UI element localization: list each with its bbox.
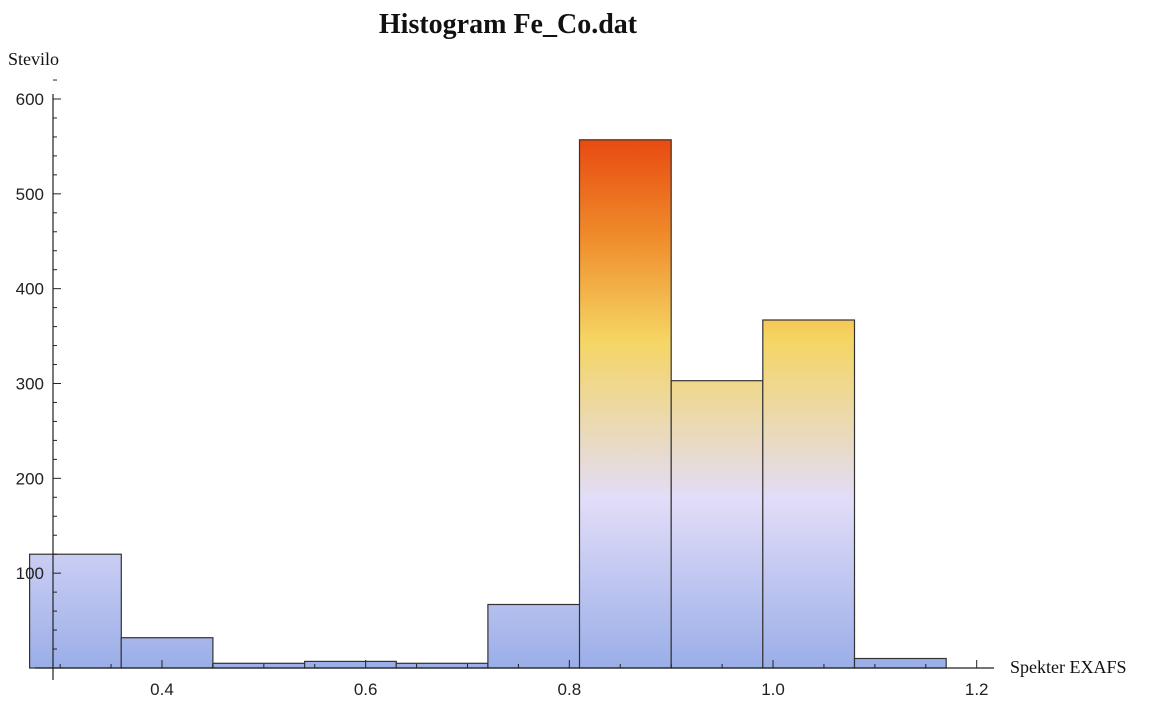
y-tick-label: 200 xyxy=(16,469,44,488)
x-tick-label: 1.2 xyxy=(965,680,989,699)
histogram-bar-2 xyxy=(120,637,214,669)
y-tick-label: 600 xyxy=(16,90,44,109)
x-tick-label: 0.6 xyxy=(354,680,378,699)
ticks-group: 0.4 0.6 0.8 1.0 1.2 100 200 300 400 500 600 xyxy=(16,79,989,699)
x-axis-label: Spekter EXAFS xyxy=(1010,657,1127,677)
y-tick-label: 300 xyxy=(16,375,44,394)
histogram-bar-3 xyxy=(212,662,306,669)
y-tick-label: 100 xyxy=(16,564,44,583)
histogram-bar-6 xyxy=(487,603,581,669)
y-tick-label: 500 xyxy=(16,185,44,204)
y-tick-label: 400 xyxy=(16,280,44,299)
histogram-bar-4 xyxy=(304,660,397,669)
histogram-bar-8 xyxy=(670,380,764,669)
x-tick-label: 0.8 xyxy=(558,680,582,699)
histogram-bar-5 xyxy=(395,662,489,669)
chart-title: Histogram Fe_Co.dat xyxy=(379,9,638,40)
histogram-bar-1 xyxy=(29,553,122,669)
histogram-bar-9 xyxy=(762,319,856,669)
y-axis-label: Stevilo xyxy=(8,49,59,69)
bars-group xyxy=(29,139,947,669)
x-tick-label: 1.0 xyxy=(761,680,785,699)
x-tick-label: 0.4 xyxy=(150,680,174,699)
histogram-bar-7 xyxy=(578,139,672,669)
histogram-bar-10 xyxy=(853,657,947,669)
